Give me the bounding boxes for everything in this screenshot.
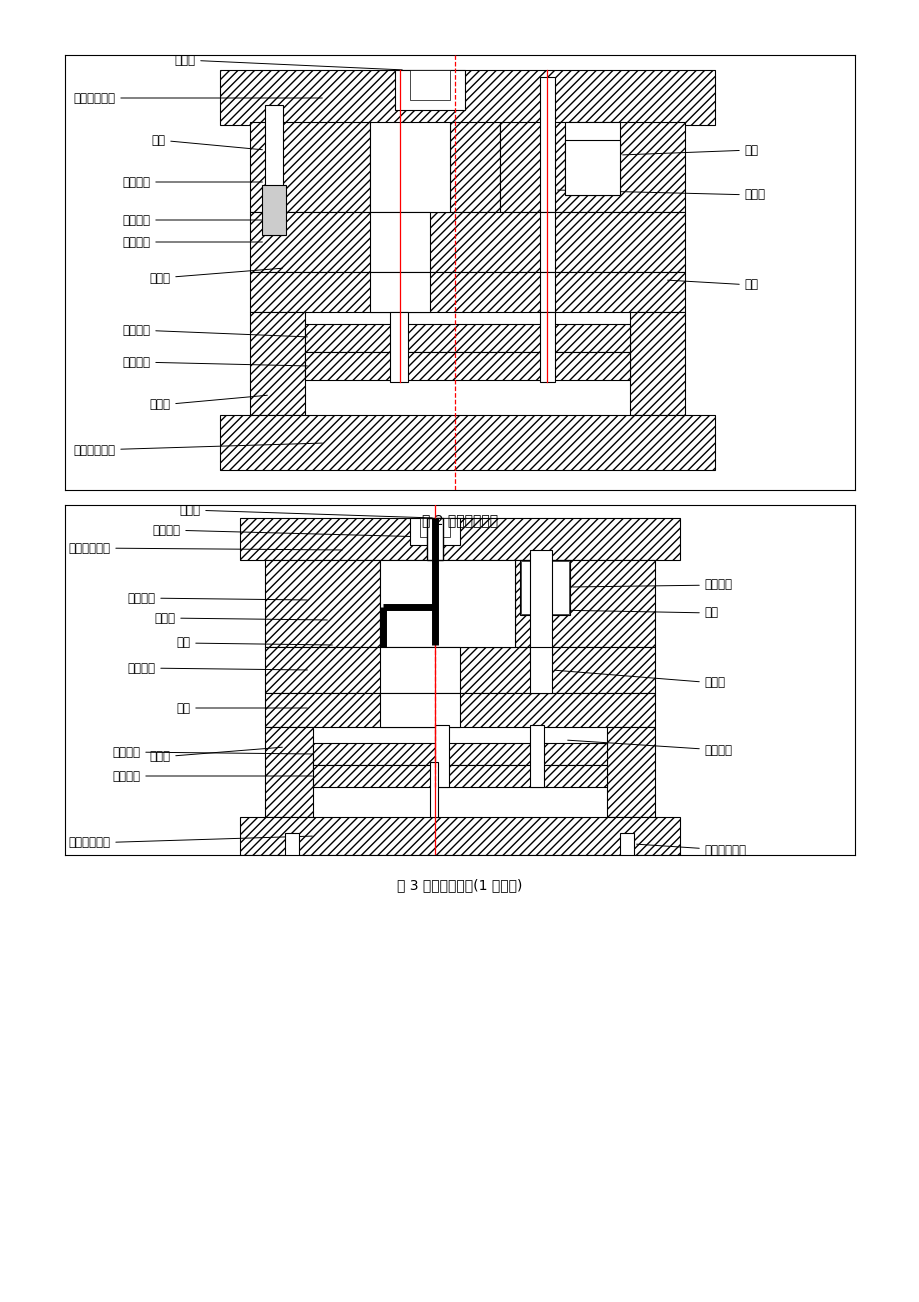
Bar [240,816,679,855]
Bar [499,122,684,212]
Text: 活动侧安装板: 活动侧安装板 [74,443,322,457]
Text: 导销衬套: 导销衬套 [572,578,732,591]
Bar [426,518,443,560]
Text: 复位销: 复位销 [154,612,327,625]
Bar [410,518,460,546]
Bar [312,766,607,786]
Bar [607,727,654,816]
Text: 复位销: 复位销 [557,189,765,202]
Text: 导销: 导销 [151,134,262,150]
Text: 定位环: 定位环 [179,504,432,518]
Bar [220,70,714,125]
Text: 浇道衬套: 浇道衬套 [152,523,426,536]
Text: 浇道拉销: 浇道拉销 [567,740,732,756]
Text: 活动侧安装板: 活动侧安装板 [68,836,312,849]
Text: 心型: 心型 [622,143,758,156]
Bar [410,70,449,100]
Bar [312,743,607,766]
Text: 上顶出板: 上顶出板 [122,323,307,337]
Text: 固定侧安装板: 固定侧安装板 [74,91,322,104]
Bar [520,561,568,615]
Bar [539,212,554,272]
Bar [380,693,460,727]
Bar [285,833,299,855]
Text: 固定模板: 固定模板 [127,591,307,604]
Bar [369,122,449,212]
Bar [390,312,408,381]
Bar [515,560,654,647]
Text: 间隔板: 间隔板 [149,747,282,763]
Text: 固定模板: 固定模板 [122,176,262,189]
Bar [250,122,369,212]
Bar [220,415,714,470]
Text: 停止销: 停止销 [174,53,402,70]
Bar [449,122,499,212]
Bar [539,77,554,212]
Bar [265,647,654,693]
Bar [564,122,619,195]
Text: 心型: 心型 [176,637,332,650]
Bar [564,141,619,195]
Bar [265,727,312,816]
Bar [240,518,679,560]
Bar [250,272,684,312]
Text: 移转罐: 移转罐 [149,268,282,285]
Bar [394,70,464,109]
Bar [539,312,554,381]
Bar [420,518,449,536]
Bar [529,725,543,786]
Bar [305,324,630,352]
Bar [265,693,654,727]
Bar [435,725,448,786]
Text: 导销衬套: 导销衬套 [122,214,262,227]
Bar [265,560,380,647]
Bar [250,312,305,415]
Bar [529,647,551,693]
Bar [630,312,684,415]
Text: 固定侧安装板: 固定侧安装板 [68,542,342,555]
Bar [265,105,283,234]
Bar [380,647,460,693]
Text: 图 2 转移成形模具: 图 2 转移成形模具 [422,513,497,527]
Text: 下顶出板: 下顶出板 [112,769,312,783]
Bar [305,352,630,380]
Text: 间隔板: 间隔板 [149,396,267,411]
Text: 活动模板: 活动模板 [122,236,262,249]
Bar [250,212,684,272]
Bar [262,185,286,234]
Bar [619,833,633,855]
Bar [380,560,515,647]
Text: 移转罐: 移转罐 [554,671,725,690]
Bar [429,762,437,816]
Text: 下顶出板: 下顶出板 [122,355,307,368]
Text: 承板: 承板 [176,702,307,715]
Bar [529,549,551,660]
Bar [369,272,429,312]
Bar [519,560,569,615]
Text: 顶出板引导销: 顶出板引导销 [636,844,746,857]
Text: 上顶出板: 上顶出板 [112,746,312,759]
Bar [539,272,554,312]
Text: 图 3 射出成形模具(1 标准型): 图 3 射出成形模具(1 标准型) [397,879,522,892]
Bar [369,212,429,272]
Text: 导销: 导销 [554,607,718,620]
Text: 活动模板: 活动模板 [127,661,307,674]
Text: 承板: 承板 [667,279,758,292]
